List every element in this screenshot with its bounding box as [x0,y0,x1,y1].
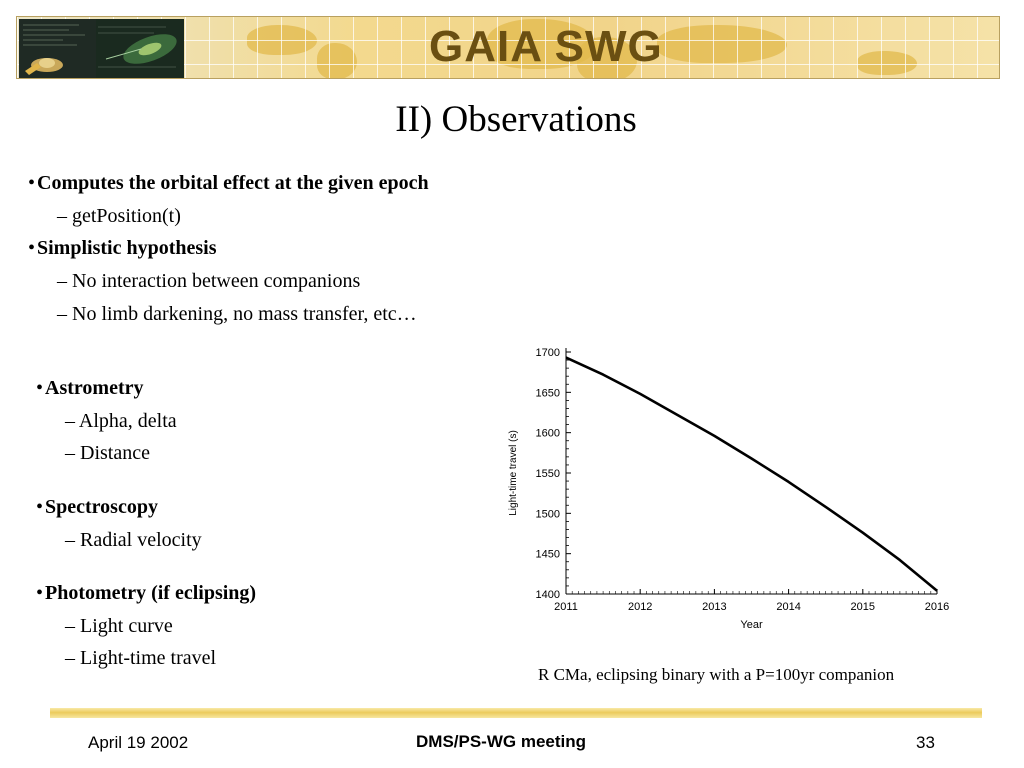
header-banner: GAIA SWG [16,16,1000,79]
sub-bullet: – Alpha, delta [65,410,177,432]
bullet-item: •Spectroscopy [36,496,158,518]
y-tick-label: 1450 [536,549,560,561]
sub-bullet: – Light-time travel [65,647,217,669]
y-tick-label: 1500 [536,508,560,520]
x-axis-label: Year [740,619,763,631]
bullet-item: •Computes the orbital effect at the give… [28,172,429,194]
footer-divider [50,708,982,718]
slide-title: II) Observations [395,99,637,140]
y-tick-label: 1550 [536,468,560,480]
y-tick-label: 1400 [536,589,560,601]
footer-meeting: DMS/PS-WG meeting [416,732,587,751]
y-axis-label: Light-time travel (s) [508,430,519,516]
x-tick-label: 2011 [554,601,578,613]
sub-bullet: – getPosition(t) [57,205,181,227]
banner-title: GAIA SWG [429,22,663,71]
sub-bullet: – No limb darkening, no mass transfer, e… [57,303,417,325]
satellite-photo [19,19,96,78]
sub-bullet: – Light curve [65,615,173,637]
bullet-item: •Photometry (if eclipsing) [36,582,257,604]
y-tick-label: 1700 [536,347,560,359]
series-line [565,356,938,592]
bullet-item: •Astrometry [36,377,144,399]
light-time-chart: 1400 1450 1500 1550 1600 1650 1700 2011 2012 2013… [508,347,949,631]
sub-bullet: – Radial velocity [65,529,202,551]
x-tick-label: 2013 [702,601,726,613]
x-tick-label: 2015 [851,601,875,613]
sub-bullet: – No interaction between companions [57,270,361,292]
sub-bullet: – Distance [65,442,150,464]
y-tick-label: 1650 [536,387,560,399]
x-tick-label: 2016 [925,601,949,613]
x-tick-label: 2014 [776,601,800,613]
bullet-item: •Simplistic hypothesis [28,237,217,259]
x-tick-label: 2012 [628,601,652,613]
footer-date: April 19 2002 [88,733,189,752]
page-number: 33 [916,733,935,752]
satellite-photo [96,19,184,78]
chart-caption: R CMa, eclipsing binary with a P=100yr c… [538,665,895,684]
y-tick-label: 1600 [536,428,560,440]
